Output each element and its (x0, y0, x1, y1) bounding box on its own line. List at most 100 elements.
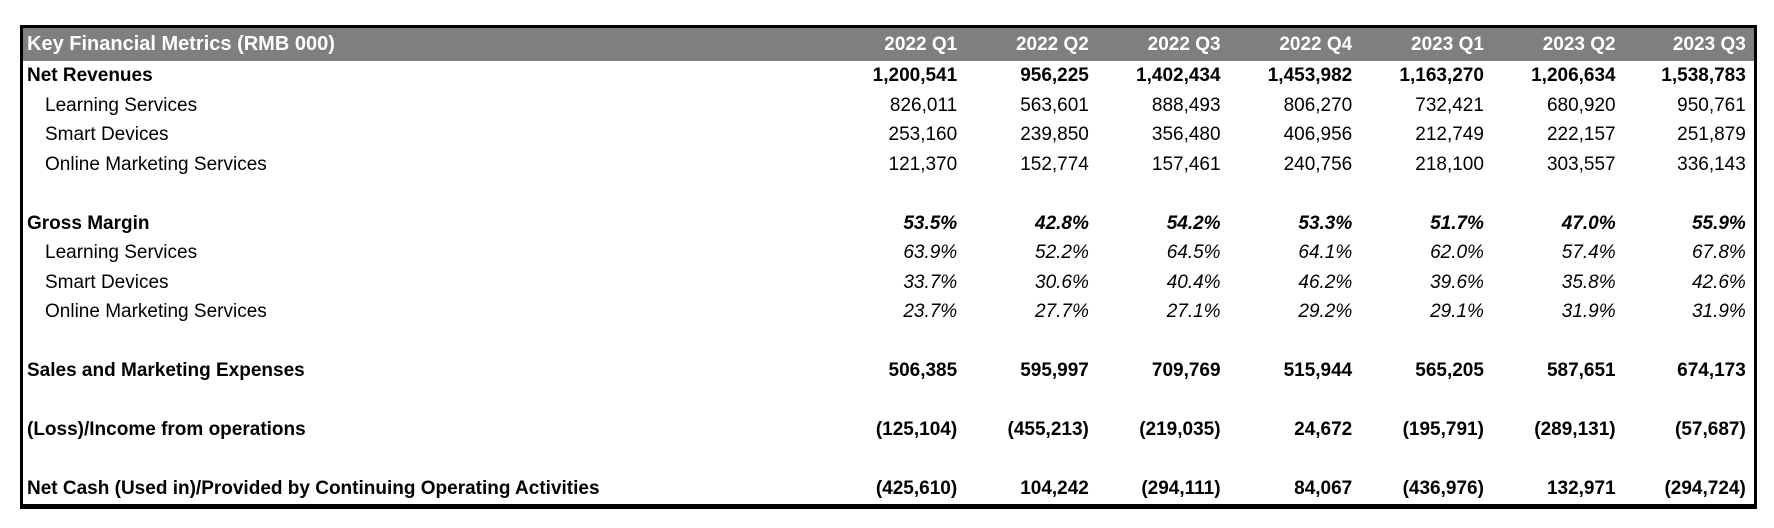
cell-value: 157,461 (1151, 153, 1221, 175)
cell-value: 67.8% (1691, 242, 1746, 263)
column-header-2023-q2: 2023 Q2 (1491, 26, 1624, 61)
cell-value: 64.1% (1298, 242, 1353, 263)
cell-value: 515,944 (1283, 360, 1353, 381)
cell-value: 1,453,982 (1267, 65, 1353, 86)
cell-value: (219,035) (1139, 419, 1221, 440)
cell-value: 51.7% (1430, 212, 1484, 234)
row-label: Net Revenues (27, 65, 153, 86)
cell-value: 42.6% (1691, 271, 1746, 293)
row-learning-services-revenue: Learning Services 826,011 563,601 888,49… (22, 91, 1756, 121)
cell-value: 1,163,270 (1399, 65, 1484, 86)
cell-value: (57,687) (1675, 419, 1746, 440)
cell-value: 356,480 (1151, 124, 1221, 145)
cell-value: 406,956 (1283, 124, 1353, 145)
cell-value: 27.7% (1035, 301, 1089, 322)
row-label: Learning Services (45, 242, 198, 263)
column-header-2022-q3: 2022 Q3 (1096, 26, 1229, 61)
cell-value: 104,242 (1020, 478, 1089, 499)
cell-value: (294,724) (1664, 478, 1746, 499)
cell-value: 303,557 (1546, 153, 1616, 175)
cell-value: 222,157 (1546, 124, 1616, 145)
row-label: Sales and Marketing Expenses (27, 360, 305, 381)
cell-value: 152,774 (1020, 153, 1089, 175)
column-header-2022-q4: 2022 Q4 (1228, 26, 1361, 61)
cell-value: 565,205 (1415, 360, 1484, 381)
cell-value: (195,791) (1402, 419, 1484, 440)
cell-value: 218,100 (1415, 153, 1484, 175)
cell-value: 950,761 (1677, 94, 1746, 116)
cell-value: 709,769 (1151, 360, 1221, 381)
cell-value: 47.0% (1561, 212, 1616, 234)
cell-value: 587,651 (1546, 360, 1616, 381)
cell-value: 31.9% (1691, 301, 1746, 322)
cell-value: 239,850 (1020, 124, 1089, 145)
cell-value: 27.1% (1166, 301, 1221, 322)
row-smart-devices-margin: Smart Devices 33.7% 30.6% 40.4% 46.2% 39… (22, 268, 1756, 298)
financial-table-panel: Key Financial Metrics (RMB 000) 2022 Q1 … (20, 25, 1757, 509)
cell-value: (294,111) (1141, 478, 1221, 499)
cell-value: 42.8% (1035, 212, 1089, 234)
cell-value: 806,270 (1283, 94, 1353, 116)
cell-value: 240,756 (1283, 153, 1353, 175)
table-header-row: Key Financial Metrics (RMB 000) 2022 Q1 … (21, 26, 1756, 61)
row-sales-marketing-expenses: Sales and Marketing Expenses 506,385 595… (22, 356, 1756, 386)
spacer-row (22, 179, 1756, 209)
cell-value: 46.2% (1298, 271, 1353, 293)
row-net-cash-operating-activities: Net Cash (Used in)/Provided by Continuin… (22, 474, 1756, 506)
cell-value: 24,672 (1294, 419, 1353, 440)
cell-value: 674,173 (1677, 360, 1746, 381)
row-gross-margin: Gross Margin 53.5% 42.8% 54.2% 53.3% 51.… (22, 209, 1756, 239)
column-header-2023-q3: 2023 Q3 (1623, 26, 1756, 61)
key-financial-metrics-table: Key Financial Metrics (RMB 000) 2022 Q1 … (20, 25, 1757, 509)
spacer-row (22, 327, 1756, 357)
cell-value: 53.5% (903, 212, 958, 234)
cell-value: (125,104) (875, 419, 958, 440)
cell-value: 62.0% (1430, 242, 1484, 263)
cell-value: 63.9% (903, 242, 958, 263)
row-label: Online Marketing Services (45, 153, 267, 175)
column-header-2022-q2: 2022 Q2 (965, 26, 1097, 61)
cell-value: 253,160 (888, 124, 958, 145)
row-label: Net Cash (Used in)/Provided by Continuin… (27, 478, 600, 499)
cell-value: 132,971 (1546, 478, 1616, 499)
cell-value: 39.6% (1430, 271, 1484, 293)
row-label: Learning Services (45, 94, 198, 116)
cell-value: 888,493 (1151, 94, 1221, 116)
spacer-row (22, 386, 1756, 416)
cell-value: 29.1% (1430, 301, 1484, 322)
cell-value: 956,225 (1020, 65, 1089, 86)
cell-value: 54.2% (1166, 212, 1221, 234)
row-loss-income-operations: (Loss)/Income from operations (125,104) … (22, 415, 1756, 445)
cell-value: 595,997 (1020, 360, 1089, 381)
cell-value: (425,610) (875, 478, 958, 499)
cell-value: 1,200,541 (872, 65, 958, 86)
row-label: Online Marketing Services (45, 301, 267, 322)
column-header-2022-q1: 2022 Q1 (833, 26, 966, 61)
cell-value: 55.9% (1691, 212, 1746, 234)
cell-value: (455,213) (1007, 419, 1089, 440)
cell-value: 1,206,634 (1531, 65, 1616, 86)
cell-value: 212,749 (1415, 124, 1484, 145)
cell-value: 84,067 (1294, 478, 1353, 499)
spacer-row (22, 445, 1756, 475)
cell-value: 40.4% (1166, 271, 1221, 293)
cell-value: 23.7% (903, 301, 958, 322)
row-smart-devices-revenue: Smart Devices 253,160 239,850 356,480 40… (22, 120, 1756, 150)
cell-value: 1,402,434 (1136, 65, 1221, 86)
row-online-marketing-margin: Online Marketing Services 23.7% 27.7% 27… (22, 297, 1756, 327)
cell-value: (289,131) (1534, 419, 1616, 440)
cell-value: 732,421 (1415, 94, 1484, 116)
cell-value: 121,370 (888, 153, 958, 175)
cell-value: 1,538,783 (1661, 65, 1746, 86)
cell-value: 506,385 (888, 360, 958, 381)
cell-value: 31.9% (1561, 301, 1616, 322)
cell-value: 563,601 (1020, 94, 1089, 116)
cell-value: 680,920 (1546, 94, 1616, 116)
cell-value: 336,143 (1677, 153, 1746, 175)
row-label: Gross Margin (27, 212, 150, 234)
row-label: Smart Devices (45, 271, 169, 293)
cell-value: 251,879 (1677, 124, 1746, 145)
cell-value: 29.2% (1298, 301, 1353, 322)
row-label: Smart Devices (45, 124, 169, 145)
row-net-revenues: Net Revenues 1,200,541 956,225 1,402,434… (22, 61, 1756, 91)
